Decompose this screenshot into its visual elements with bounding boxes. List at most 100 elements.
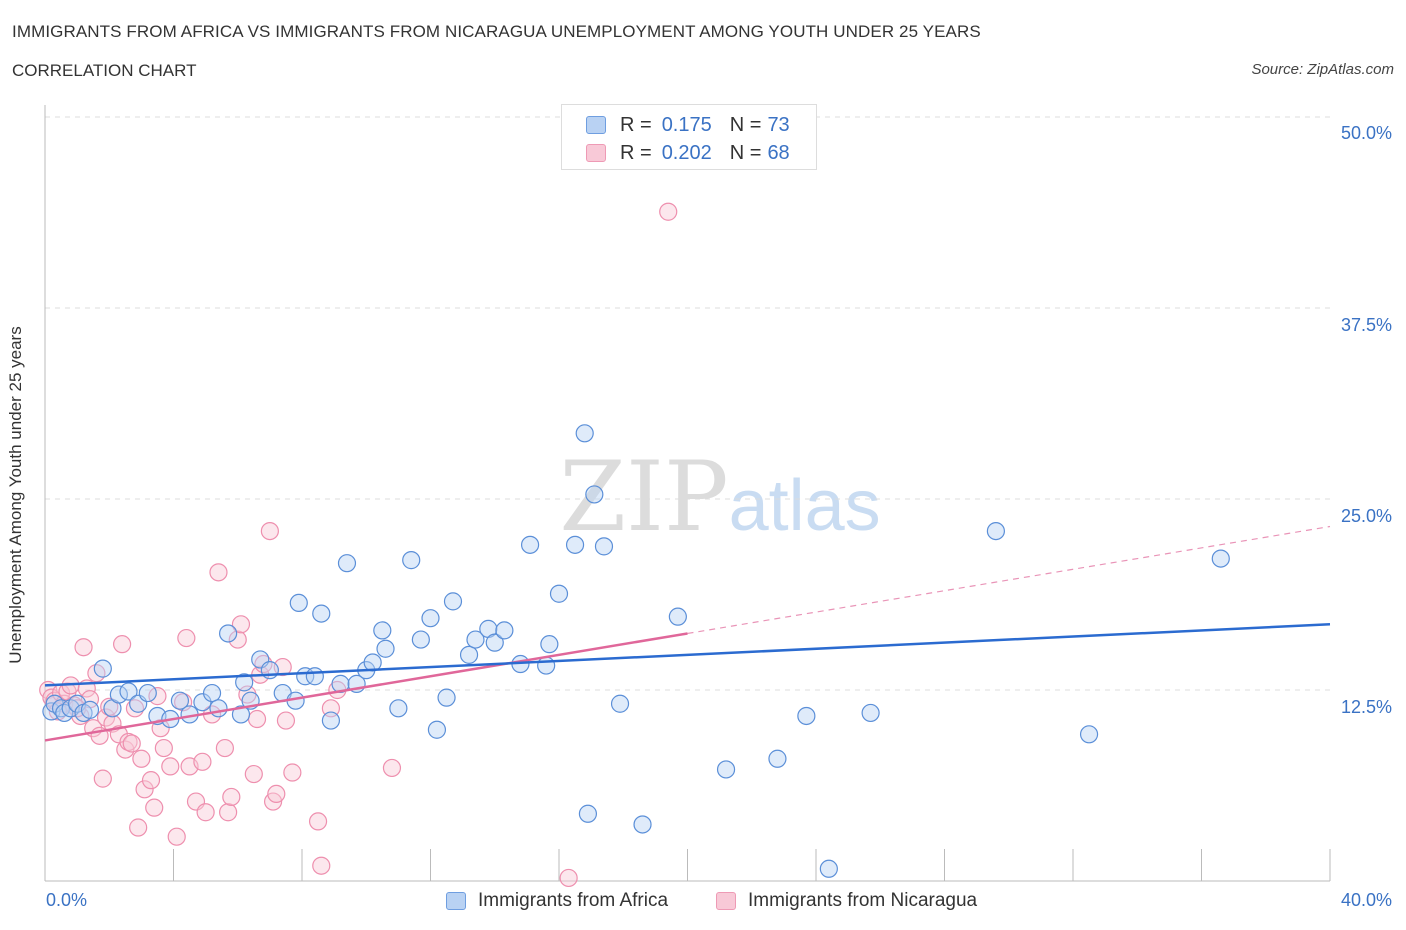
africa-point [437, 688, 456, 707]
africa-point [575, 424, 594, 443]
africa-point [389, 699, 408, 718]
africa-point [373, 621, 392, 640]
africa-point [80, 700, 100, 719]
africa-point [540, 635, 559, 654]
nicaragua-point [222, 787, 241, 807]
chart-subtitle: CORRELATION CHART [12, 61, 197, 80]
africa-point [633, 815, 652, 834]
nicaragua-point [267, 784, 286, 804]
africa-point [170, 691, 190, 710]
africa-point [565, 535, 585, 554]
nicaragua-legend-label: Immigrants from Nicaragua [748, 890, 978, 911]
africa-legend-label: Immigrants from Africa [478, 890, 669, 911]
nicaragua-point [135, 780, 154, 799]
nicaragua-n-label: N = [729, 141, 762, 164]
africa-point [485, 633, 504, 652]
africa-r-value: 0.175 [661, 113, 712, 136]
y-axis-label: Unemployment Among Youth under 25 years [6, 326, 25, 664]
nicaragua-point [276, 711, 296, 730]
nicaragua-trend-line [44, 632, 688, 742]
africa-point [549, 584, 569, 603]
nicaragua-n-value: 68 [767, 141, 790, 164]
nicaragua-point [112, 635, 132, 654]
nicaragua-swatch [586, 144, 606, 162]
africa-point [337, 554, 357, 573]
nicaragua-point [231, 615, 251, 634]
bottom-legend-africa: Immigrants from Africa [446, 888, 668, 914]
africa-points [42, 424, 1230, 878]
nicaragua-legend-swatch [716, 892, 736, 910]
nicaragua-r-value: 0.202 [661, 141, 712, 164]
africa-point [716, 760, 736, 779]
trend-lines [44, 525, 1331, 742]
africa-point [768, 749, 787, 768]
stats-legend: R = 0.175 N = 73 R = 0.202 N = 68 [561, 104, 817, 170]
nicaragua-point [93, 769, 112, 788]
africa-point [411, 630, 430, 649]
y-tick-50: 50.0% [1340, 123, 1392, 143]
nicaragua-point [145, 798, 164, 817]
nicaragua-point [382, 758, 402, 778]
nicaragua-point [209, 563, 228, 582]
africa-point [93, 659, 112, 678]
nicaragua-point [260, 521, 279, 541]
axes [44, 105, 1331, 882]
africa-point [219, 624, 238, 643]
africa-point [466, 630, 485, 649]
africa-point [427, 720, 447, 739]
nicaragua-point [74, 638, 93, 657]
africa-n-value: 73 [767, 113, 790, 136]
africa-point [305, 667, 324, 686]
source-label: Source: ZipAtlas.com [1251, 61, 1394, 78]
africa-point [537, 656, 556, 675]
nicaragua-point [215, 738, 234, 758]
africa-legend-swatch [446, 892, 466, 910]
y-tick-37-5: 37.5% [1340, 315, 1392, 335]
legend-row-nicaragua: R = 0.202 N = 68 [586, 141, 790, 165]
nicaragua-point [219, 803, 238, 822]
africa-point [578, 804, 598, 823]
nicaragua-point [228, 630, 247, 649]
africa-n-label: N = [729, 113, 762, 136]
africa-point [1211, 549, 1230, 568]
nicaragua-point [193, 752, 212, 771]
africa-point [119, 682, 138, 701]
nicaragua-point [308, 812, 328, 831]
nicaragua-point [247, 709, 267, 729]
y-tick-25: 25.0% [1340, 506, 1392, 526]
nicaragua-point [161, 757, 180, 776]
grid-lines [45, 116, 1330, 691]
africa-point [235, 673, 254, 692]
nicaragua-point [312, 856, 331, 875]
nicaragua-point [122, 734, 141, 753]
africa-point [209, 699, 228, 718]
nicaragua-point [141, 771, 161, 790]
bottom-legend-nicaragua: Immigrants from Nicaragua [716, 888, 977, 914]
watermark: ZIPatlas [559, 441, 880, 553]
africa-point [193, 693, 212, 712]
africa-r-label: R = [620, 113, 652, 136]
africa-point [312, 604, 331, 623]
africa-point [138, 683, 157, 703]
africa-point [1079, 725, 1099, 744]
africa-point [202, 683, 222, 703]
nicaragua-point [244, 764, 263, 784]
africa-point [861, 703, 880, 723]
x-tick-max: 40.0% [1340, 890, 1392, 910]
nicaragua-point [167, 827, 186, 846]
africa-swatch [586, 116, 606, 134]
nicaragua-point [177, 628, 196, 648]
africa-point [585, 485, 604, 504]
africa-point [520, 535, 540, 554]
africa-point [289, 593, 308, 613]
africa-point [668, 607, 687, 626]
y-tick-12-5: 12.5% [1340, 697, 1392, 717]
legend-row-africa: R = 0.175 N = 73 [586, 113, 790, 137]
nicaragua-trend-extension [687, 525, 1331, 635]
nicaragua-point [154, 738, 173, 758]
africa-trend-line [44, 623, 1331, 687]
africa-point [610, 694, 630, 713]
africa-point [986, 521, 1006, 541]
watermark-atlas: atlas [729, 466, 881, 546]
